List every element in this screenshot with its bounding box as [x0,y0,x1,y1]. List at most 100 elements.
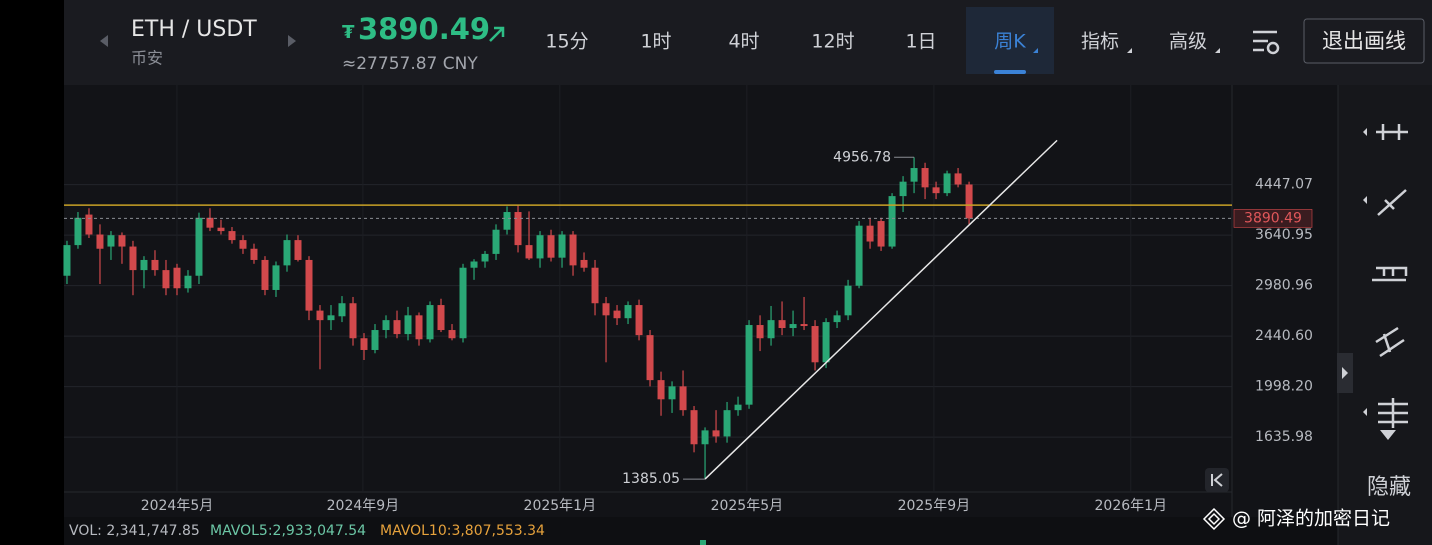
up-arrow [489,26,505,42]
settings-icon[interactable] [1253,30,1280,55]
candle-body [239,240,247,249]
volume-bar-tip [700,540,706,545]
interval-tab[interactable]: 周K [994,31,1026,53]
candle-body [657,380,665,400]
tool-measure[interactable] [1372,266,1408,282]
candle-body [690,410,698,445]
menu[interactable]: 指标 [1081,31,1119,53]
high-label: 4956.78 [833,149,891,165]
tool-ray[interactable] [1377,189,1407,216]
candle-body [547,235,555,258]
candle-body [954,173,962,185]
menu[interactable]: 高级 [1169,31,1207,53]
menu-caret [1215,48,1220,53]
candle-body [382,320,390,331]
low-label: 1385.05 [622,471,680,487]
settings-gear [1266,41,1280,55]
candle-body [899,181,907,197]
candle-body [470,261,478,268]
candle-body [459,267,467,339]
side-toolbar [1338,85,1432,545]
y-tick-label: 4447.07 [1255,177,1313,193]
watermark: @ 阿泽的加密日记 [1232,508,1390,530]
candle-body [426,305,434,340]
y-tick-label: 1635.98 [1255,429,1313,445]
candle-body [679,386,687,411]
candle-body [591,267,599,304]
overlay: 3890.49 4956.78 1385.05 [64,139,1313,487]
hide-label[interactable]: 隐藏 [1367,475,1411,500]
candle-body [932,187,940,194]
next-arrow[interactable] [288,35,296,47]
candle-body [833,315,841,323]
candle-body [921,168,929,188]
candle-body [525,245,533,259]
mavol5: MAVOL5:2,933,047.54 [210,523,366,539]
interval-tab[interactable]: 15分 [545,31,588,53]
candle-body [272,265,280,290]
last-price-label: 3890.49 [1244,210,1302,226]
vol: VOL: 2,341,747.85 [69,523,200,539]
candle-body [910,168,918,182]
tool-hline[interactable] [1376,124,1408,140]
mavol10: MAVOL10:3,807,553.34 [380,523,545,539]
candle-body [393,320,401,335]
candle-body [448,330,456,339]
tool-fib[interactable] [1378,398,1408,428]
candle-body [327,315,335,321]
price-cny: ≈27757.87 CNY [342,54,478,74]
candle-body [85,214,93,235]
candle-body [283,240,291,266]
candle-body [492,229,500,254]
candle-body [943,173,951,194]
interval-tab[interactable]: 4时 [728,31,759,53]
candle-body [151,259,159,271]
candle-body [74,217,82,246]
interval-tab[interactable]: 1日 [905,31,936,53]
candle-body [338,303,346,317]
candle-body [767,320,775,339]
scroll-end-icon [1211,473,1223,487]
collapse-arrow [1342,367,1348,379]
candle-body [734,404,742,411]
tool-channel[interactable] [1375,326,1405,358]
y-tick-label: 3640.95 [1255,227,1313,243]
exit-button[interactable]: 退出画线 [1322,29,1406,53]
chart-area [64,85,1338,517]
candle-body [701,430,709,445]
candle-body [745,325,753,405]
exit-button-frame[interactable] [1303,18,1425,64]
candle-body [481,253,489,262]
candle-body [668,386,676,400]
interval-tab[interactable]: 12时 [811,31,854,53]
candle-body [217,227,225,232]
axes: 4447.07 3640.95 2980.96 2440.60 1998.20 1635.… [141,177,1313,514]
candle-body [855,225,863,286]
interval-tabs: 15分 1时 4时 12时 1日 周K [545,7,1054,74]
candles [63,157,973,480]
interval-tab[interactable]: 1时 [640,31,671,53]
x-tick-label: 2026年1月 [1095,498,1168,514]
candle-body [580,259,588,268]
active-tab-indicator [994,70,1026,74]
candle-body [415,315,423,340]
y-tick-label: 1998.20 [1255,379,1313,395]
candle-body [965,184,973,219]
scroll-end-button[interactable] [1205,468,1229,492]
active-tab-bg [966,7,1054,74]
candle-body [646,335,654,381]
prev-arrow[interactable] [100,35,108,47]
drawing-tools [1372,124,1408,428]
candle-body [63,245,71,276]
watermark-icon [1202,507,1226,531]
candle-body [371,330,379,350]
candle-body [778,320,786,329]
candle-body [613,310,621,319]
candle-body [118,235,126,247]
tool-carets [1363,128,1367,416]
last-price-tag [1233,209,1313,228]
exchange: 币安 [131,49,163,68]
candle-body [503,212,511,230]
candle-body [349,303,357,339]
